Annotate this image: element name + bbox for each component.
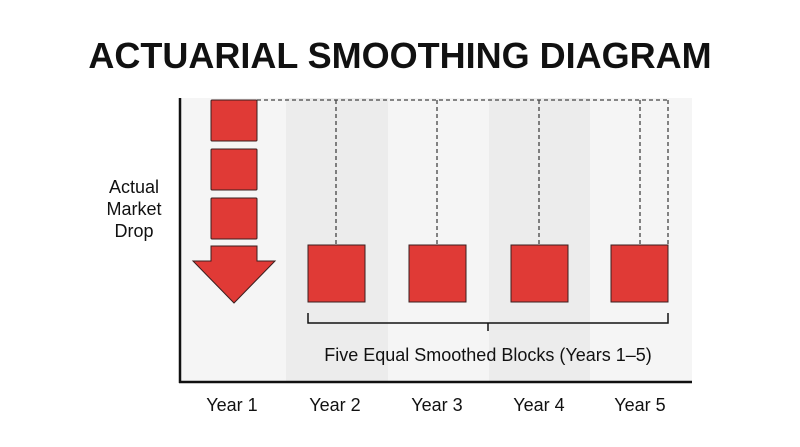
drop-block-3 — [210, 197, 258, 240]
brace-caption: Five Equal Smoothed Blocks (Years 1–5) — [324, 345, 652, 365]
drop-arrow-icon — [191, 245, 277, 304]
side-label-line-1: Actual — [109, 177, 159, 197]
year-label-2: Year 2 — [309, 395, 360, 415]
diagram-title: ACTUARIAL SMOOTHING DIAGRAM — [88, 35, 711, 76]
smoothed-block-year-2 — [307, 244, 366, 303]
column-band-2 — [286, 98, 388, 382]
year-label-3: Year 3 — [411, 395, 462, 415]
smoothed-block-year-5 — [610, 244, 669, 303]
dashed-connectors — [257, 99, 669, 245]
drop-block-1 — [210, 99, 258, 142]
year-label-5: Year 5 — [614, 395, 665, 415]
smoothed-block-year-4 — [510, 244, 569, 303]
side-label-line-3: Drop — [114, 221, 153, 241]
year-label-4: Year 4 — [513, 395, 564, 415]
side-label-line-2: Market — [106, 199, 161, 219]
column-band-1 — [180, 98, 286, 382]
drop-block-2 — [210, 148, 258, 191]
smoothed-block-year-3 — [408, 244, 467, 303]
column-band-5 — [590, 98, 692, 382]
column-band-3 — [388, 98, 489, 382]
year-label-1: Year 1 — [206, 395, 257, 415]
grouping-brace — [307, 313, 669, 331]
